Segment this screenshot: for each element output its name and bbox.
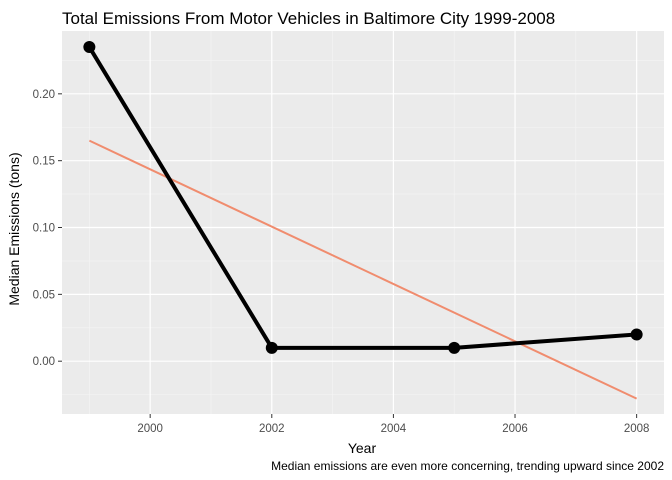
x-tick-label: 2008 <box>624 423 650 435</box>
x-tick-label: 2004 <box>381 423 407 435</box>
data-point <box>630 328 643 341</box>
data-point <box>265 341 278 354</box>
y-tick-label: 0.05 <box>33 289 55 301</box>
data-point <box>83 41 96 54</box>
minor-gridlines <box>62 31 664 414</box>
x-tick-label: 2002 <box>259 423 285 435</box>
y-tick-label: 0.00 <box>33 356 55 368</box>
x-tick-label: 2000 <box>137 423 163 435</box>
chart-caption: Median emissions are even more concernin… <box>271 459 664 473</box>
chart-title: Total Emissions From Motor Vehicles in B… <box>62 9 555 28</box>
y-tick-label: 0.20 <box>33 89 55 101</box>
x-tick-label: 2006 <box>502 423 528 435</box>
y-axis-title: Median Emissions (tons) <box>6 152 22 305</box>
y-tick-label: 0.15 <box>33 156 55 168</box>
x-axis-title: Year <box>348 440 377 456</box>
median-emissions-line <box>87 46 637 350</box>
axis-ticks: 2000 2002 2004 2006 2008 0.00 0.05 0.10 0.15 0.20 <box>33 89 650 435</box>
trend-line <box>88 139 638 400</box>
y-tick-label: 0.10 <box>33 223 55 235</box>
plot-panel <box>62 31 664 414</box>
data-point <box>448 341 461 354</box>
series-layer <box>83 41 643 400</box>
